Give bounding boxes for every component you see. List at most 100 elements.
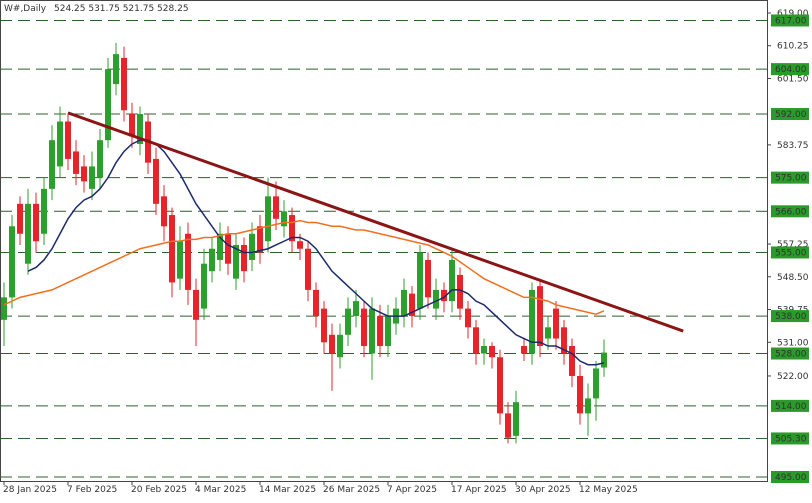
chart-title: W#,Daily — [4, 4, 47, 14]
candle-body — [25, 203, 31, 264]
x-tick-label: 30 Apr 2025 — [515, 485, 571, 495]
level-label: 566.00 — [775, 207, 807, 217]
candle-body — [81, 166, 87, 182]
candle-body — [129, 114, 135, 137]
y-tick-label: 610.25 — [777, 42, 809, 52]
candle-body — [17, 203, 23, 234]
candle-body — [41, 188, 47, 234]
candle-body — [553, 308, 559, 339]
candle-body — [233, 244, 239, 279]
trendline — [67, 111, 684, 333]
candle-body — [249, 233, 255, 260]
level-label: 538.00 — [775, 312, 807, 322]
x-tick-label: 12 May 2025 — [579, 485, 638, 495]
level-label: 528.00 — [775, 350, 807, 360]
candle-body — [169, 215, 175, 283]
candle-body — [561, 327, 567, 354]
x-tick-label: 28 Jan 2025 — [3, 485, 57, 495]
candle-body — [1, 297, 7, 320]
candle-body — [321, 308, 327, 343]
candle-body — [385, 316, 391, 347]
candle-body — [481, 346, 487, 354]
level-tag — [771, 14, 809, 27]
candle-body — [9, 226, 15, 298]
candle-body — [529, 289, 535, 354]
candle-body — [457, 274, 463, 309]
candle-body — [33, 203, 39, 242]
candle-body — [537, 286, 543, 347]
level-tag — [771, 171, 809, 184]
x-tick-label: 20 Feb 2025 — [131, 485, 187, 495]
candle-body — [513, 402, 519, 436]
candle-body — [73, 151, 79, 174]
candle-body — [465, 308, 471, 328]
candle-body — [425, 259, 431, 298]
candle-body — [97, 140, 103, 178]
candle-body — [545, 327, 551, 339]
y-tick-label: 583.75 — [777, 141, 809, 151]
candle-body — [361, 308, 367, 347]
candle-body — [601, 352, 607, 368]
level-label: 495.00 — [775, 473, 807, 483]
y-tick-label: 548.50 — [777, 273, 809, 283]
level-tag — [771, 470, 809, 483]
y-tick-label: 601.50 — [777, 74, 809, 84]
candle-body — [345, 308, 351, 335]
candle-body — [225, 233, 231, 264]
level-label: 592.00 — [775, 110, 807, 120]
x-tick-label: 26 Mar 2025 — [323, 485, 380, 495]
candle-body — [489, 346, 495, 358]
candle-body — [409, 293, 415, 317]
candle-body — [273, 196, 279, 219]
quote: 524.25 531.75 521.75 528.25 — [54, 4, 189, 14]
candle-body — [497, 357, 503, 414]
candle-body — [65, 121, 71, 159]
candle-body — [337, 334, 343, 358]
candle-body — [257, 226, 263, 253]
level-tag — [771, 63, 809, 76]
y-tick-label: 522.00 — [777, 372, 809, 382]
candle-body — [201, 263, 207, 309]
moving-average — [27, 139, 605, 366]
candle-body — [473, 327, 479, 354]
candle-body — [281, 211, 287, 227]
level-label: 575.00 — [775, 174, 807, 184]
candle-body — [577, 375, 583, 414]
x-tick-label: 7 Apr 2025 — [387, 485, 437, 495]
moving-average — [3, 219, 605, 316]
candle-body — [89, 166, 95, 189]
candle-body — [113, 54, 119, 85]
level-label: 604.00 — [775, 65, 807, 75]
y-tick-label: 531.00 — [777, 338, 809, 348]
candle-body — [329, 334, 335, 354]
candle-body — [193, 289, 199, 320]
level-label: 514.00 — [775, 402, 807, 412]
x-tick-label: 14 Mar 2025 — [259, 485, 316, 495]
candle-body — [153, 158, 159, 204]
candle-body — [313, 289, 319, 317]
candle-body — [585, 398, 591, 414]
candle-body — [161, 196, 167, 227]
level-label: 505.30 — [775, 434, 807, 444]
candle-body — [209, 248, 215, 272]
level-tag — [771, 432, 809, 445]
candle-body — [49, 140, 55, 189]
level-tag — [771, 108, 809, 121]
x-tick-label: 4 Mar 2025 — [195, 485, 246, 495]
candle-body — [121, 57, 127, 111]
y-tick-label: 619.00 — [777, 9, 809, 19]
candle-body — [137, 114, 143, 144]
candle-body — [217, 233, 223, 260]
candle-body — [417, 252, 423, 309]
level-label: 617.00 — [775, 16, 807, 26]
candle-body — [521, 346, 527, 354]
y-tick-label: 557.25 — [777, 240, 809, 250]
level-tag — [771, 399, 809, 412]
x-tick-label: 17 Apr 2025 — [451, 485, 507, 495]
candle-body — [449, 259, 455, 302]
level-tag — [771, 246, 809, 259]
candle-body — [569, 346, 575, 376]
level-tag — [771, 310, 809, 323]
candle-body — [185, 233, 191, 290]
